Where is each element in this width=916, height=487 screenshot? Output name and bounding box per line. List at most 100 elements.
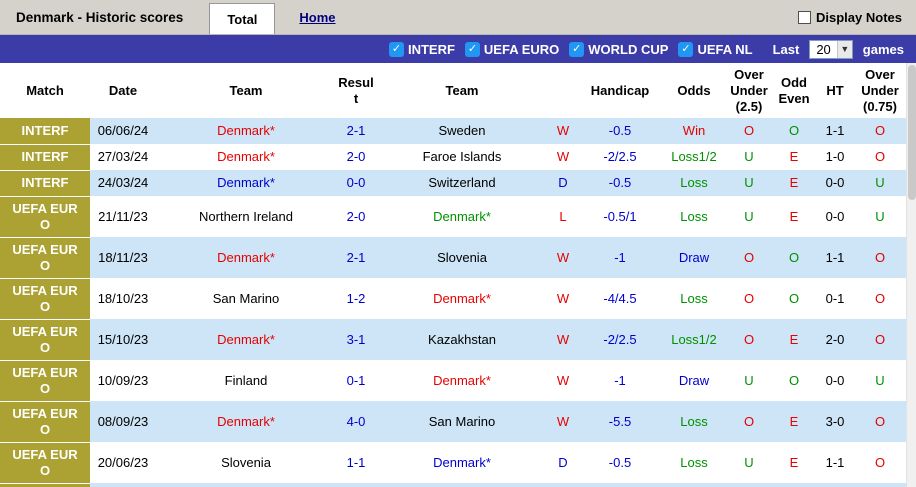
home-team[interactable]: Denmark* [217,413,275,429]
result-score: 1-1 [346,454,366,470]
odds-result: Loss [680,413,708,429]
over-under-2-5-cell: O [743,290,755,306]
odd-even-cell: E [789,454,799,470]
vertical-scrollbar[interactable] [906,63,916,487]
ht-score [816,483,854,487]
odds-result: Loss [680,454,708,470]
ht-score: 3-0 [825,413,845,429]
ht-score: 2-0 [825,331,845,347]
match-competition-cell: UEFA EURO [0,401,90,443]
competition-filter-interf[interactable]: ✓ INTERF [388,41,455,57]
tab-total[interactable]: Total [209,3,276,34]
ht-score: 1-1 [825,249,845,265]
over-under-2-5-cell: O [743,249,755,265]
handicap-value [578,483,662,487]
column-header: Over Under (2.5) [730,66,768,114]
home-team[interactable]: Northern Ireland [199,208,293,224]
result-score: 4-0 [346,413,366,429]
home-team[interactable]: Denmark* [217,149,275,164]
odds-result: Loss [680,208,708,224]
home-team[interactable]: Slovenia [221,454,271,470]
match-competition-cell: UEFA EURO [0,196,90,238]
tab-home[interactable]: Home [299,9,336,25]
result-score [336,483,376,487]
ht-score: 0-0 [825,372,845,388]
over-under-0-75-cell: U [875,175,885,190]
over-under-0-75-cell: O [874,123,886,138]
date-cell: 06/06/24 [97,123,149,138]
away-team[interactable]: Denmark* [433,372,491,388]
over-under-0-75-cell: O [874,149,886,164]
odd-even-cell: E [789,149,799,164]
wdl-indicator: W [556,372,570,388]
competition-label: UEFA EURO [483,41,560,57]
home-team[interactable] [156,483,336,487]
home-team[interactable]: Denmark* [217,249,275,265]
home-team[interactable]: Denmark* [217,331,275,347]
table-row-partial [0,483,906,487]
column-header: HT [826,82,844,98]
odd-even-cell: E [789,208,799,224]
competition-filter-uefa-euro[interactable]: ✓ UEFA EURO [464,41,560,57]
wdl-indicator: W [556,290,570,306]
table-row: INTERF 24/03/24 Denmark* 0-0 Switzerland… [0,170,906,197]
handicap-value: -1 [614,372,626,388]
home-team[interactable]: Finland [224,372,268,388]
odd-even-cell: E [789,413,799,429]
wdl-indicator: W [556,331,570,347]
over-under-0-75-cell [854,483,906,487]
display-notes[interactable]: Display Notes [798,10,902,25]
competition-label: WORLD CUP [588,41,669,57]
ht-score: 0-0 [825,208,845,224]
away-team[interactable]: Denmark* [433,208,491,224]
match-competition-cell: UEFA EURO [0,237,90,279]
away-team[interactable] [376,483,548,487]
match-competition-cell: UEFA EURO [0,442,90,484]
over-under-2-5-cell: O [743,123,755,138]
competition-label: INTERF [407,41,455,57]
wdl-indicator: L [559,208,567,224]
odd-even-cell: O [788,123,800,138]
result-score: 2-1 [346,249,366,265]
filter-bar: ✓ INTERF ✓ UEFA EURO ✓ WORLD CUP ✓ UEFA … [0,35,916,63]
home-team[interactable]: Denmark* [217,175,275,190]
over-under-2-5-cell: O [743,413,755,429]
display-notes-checkbox[interactable] [798,10,812,24]
handicap-value: -2/2.5 [603,331,637,347]
date-cell: 20/06/23 [97,454,149,470]
wdl-indicator: W [556,413,570,429]
checked-checkbox-icon: ✓ [388,41,404,57]
competition-filter-world-cup[interactable]: ✓ WORLD CUP [569,41,669,57]
over-under-0-75-cell: O [874,331,886,347]
over-under-2-5-cell: U [744,149,754,164]
match-competition-cell: INTERF [0,144,90,171]
date-cell: 27/03/24 [97,149,149,164]
odds-result: Draw [678,372,710,388]
last-label: Last [772,41,800,57]
date-cell [90,483,156,487]
away-team[interactable]: Denmark* [433,290,491,306]
match-competition-cell: INTERF [0,170,90,197]
over-under-2-5-cell: U [744,175,754,190]
home-team[interactable]: Denmark* [217,123,275,138]
scrollbar-thumb[interactable] [908,65,916,200]
away-team[interactable]: Faroe Islands [422,149,502,164]
away-team[interactable]: Sweden [438,123,486,138]
odds-result: Win [682,123,706,138]
table-row: UEFA EURO 18/11/23 Denmark* 2-1 Slovenia… [0,237,906,279]
away-team[interactable]: Switzerland [428,175,496,190]
date-cell: 18/10/23 [97,290,149,306]
competition-filter-uefa-nl[interactable]: ✓ UEFA NL [678,41,753,57]
games-count-select[interactable]: 20 ▼ [809,39,853,59]
away-team[interactable]: Slovenia [437,249,487,265]
away-team[interactable]: San Marino [428,413,496,429]
column-header: Team [445,82,479,98]
over-under-0-75-cell: U [875,208,885,224]
date-cell: 08/09/23 [97,413,149,429]
chevron-down-icon: ▼ [836,40,852,58]
away-team[interactable]: Kazakhstan [428,331,496,347]
over-under-2-5-cell: U [744,372,754,388]
home-team[interactable]: San Marino [212,290,280,306]
away-team[interactable]: Denmark* [433,454,491,470]
result-score: 3-1 [346,331,366,347]
